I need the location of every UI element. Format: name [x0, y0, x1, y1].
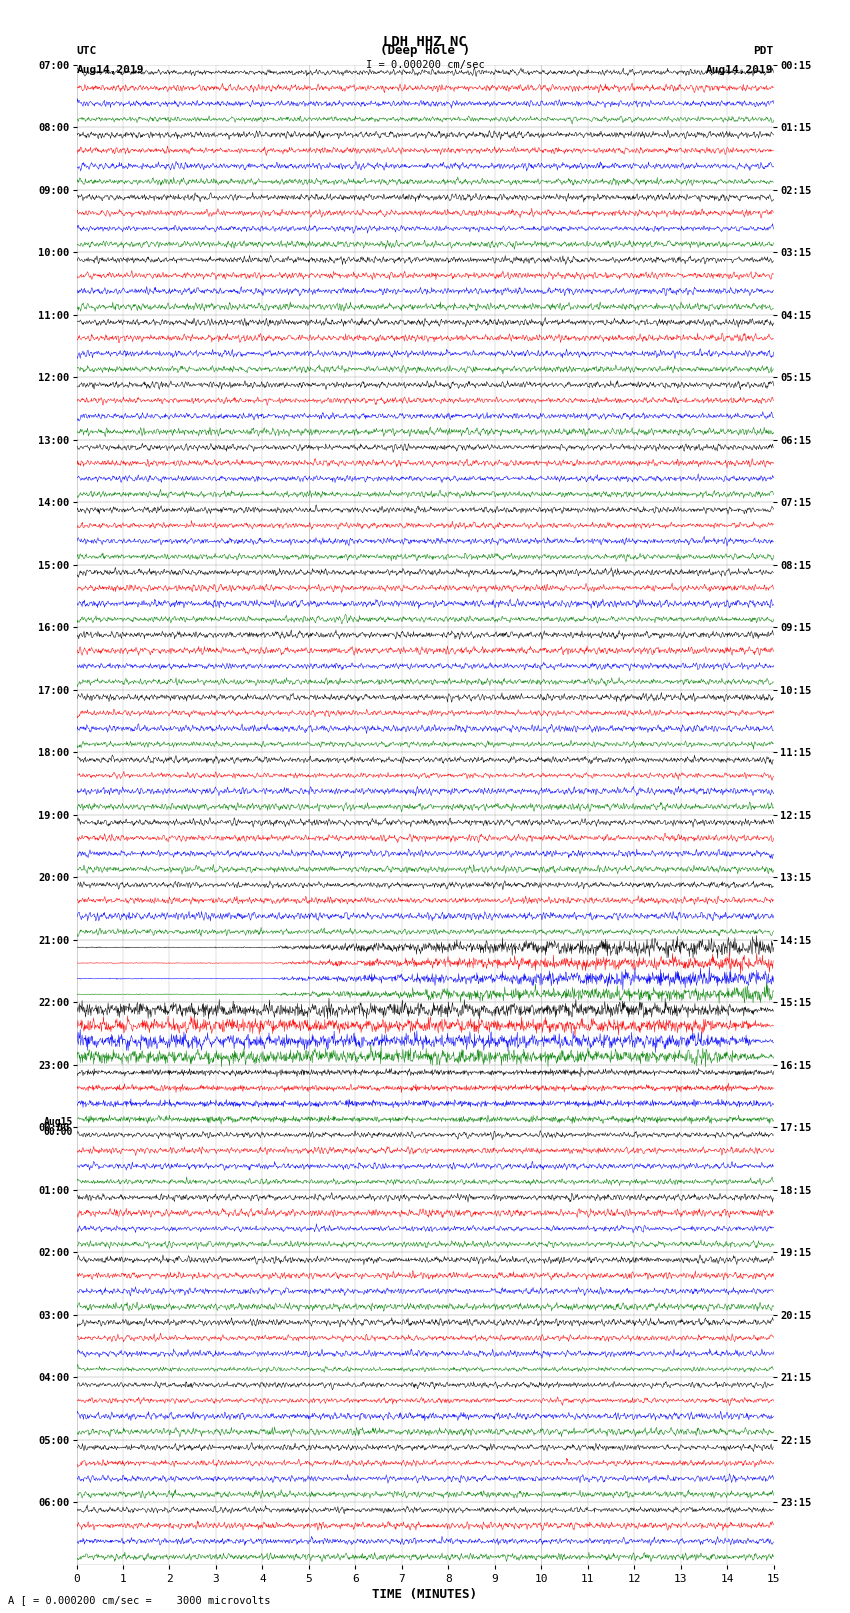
- Text: PDT: PDT: [753, 47, 774, 56]
- Text: 00:00: 00:00: [43, 1127, 73, 1137]
- Text: A [ = 0.000200 cm/sec =    3000 microvolts: A [ = 0.000200 cm/sec = 3000 microvolts: [8, 1595, 271, 1605]
- Text: Aug14,2019: Aug14,2019: [76, 65, 144, 74]
- Text: UTC: UTC: [76, 47, 97, 56]
- Text: Aug14,2019: Aug14,2019: [706, 65, 774, 74]
- Text: (Deep Hole ): (Deep Hole ): [380, 44, 470, 56]
- Text: LDH HHZ NC: LDH HHZ NC: [383, 35, 467, 50]
- X-axis label: TIME (MINUTES): TIME (MINUTES): [372, 1587, 478, 1600]
- Text: I = 0.000200 cm/sec: I = 0.000200 cm/sec: [366, 60, 484, 69]
- Text: Aug15: Aug15: [43, 1118, 73, 1127]
